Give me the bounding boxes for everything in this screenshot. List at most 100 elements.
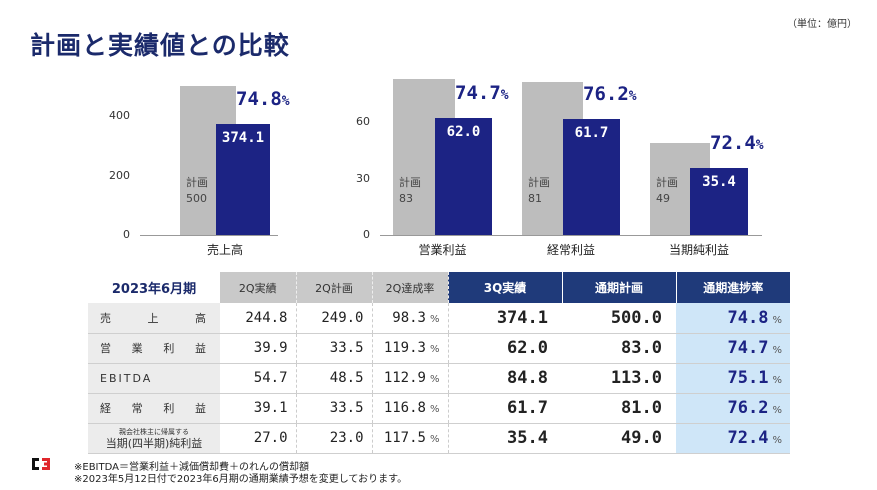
axis-tick: 60 — [356, 115, 370, 128]
rate-unit: % — [628, 88, 637, 104]
cell-fyr: 74.8% — [676, 303, 790, 334]
rate-value: 74.7 — [455, 82, 501, 105]
cell-q2r: 117.5% — [372, 423, 449, 454]
page-title: 計画と実績値との比較 — [30, 31, 290, 60]
column-header: 3Q実績 — [448, 272, 563, 303]
cell-q2a: 39.9 — [220, 333, 297, 364]
category-label: 経常利益 — [546, 243, 595, 257]
value: 76.2 — [727, 398, 769, 418]
axis-tick: 30 — [356, 171, 370, 185]
column-header: 通期進捗率 — [676, 272, 790, 303]
percent-unit: % — [429, 344, 440, 355]
cell-q2r: 98.3% — [372, 303, 449, 334]
table-row: 経常利益 39.1 33.5 116.8% 61.7 81.0 76.2% — [88, 393, 790, 424]
plan-value: 49 — [656, 192, 670, 205]
actual-bar — [563, 118, 620, 235]
value: 74.7 — [727, 338, 769, 358]
actual-value: 61.7 — [574, 124, 609, 141]
rate-unit: % — [500, 88, 509, 104]
cell-fyp: 113.0 — [562, 363, 676, 394]
rate-value: 72.4 — [710, 132, 756, 155]
plan-label: 計画 — [528, 176, 550, 189]
percent-unit: % — [772, 435, 782, 446]
axis-tick: 400 — [109, 109, 130, 122]
percent-unit: % — [772, 405, 782, 416]
percent-unit: % — [772, 375, 782, 386]
column-header: 2Q達成率 — [372, 272, 449, 303]
actual-bar — [435, 118, 492, 235]
results-table: 2023年6月期 2Q実績 2Q計画 2Q達成率 3Q実績 通期計画 通期進捗率 売上高 24… — [88, 272, 790, 454]
cell-q3a: 84.8 — [448, 363, 562, 394]
cell-fyp: 500.0 — [562, 303, 676, 334]
plan-label: 計画 — [186, 176, 208, 189]
row-label: 経常利益 — [88, 393, 220, 424]
row-label-small: 親会社株主に帰属する — [119, 428, 189, 436]
cell-q2a: 54.7 — [220, 363, 297, 394]
cell-q2p: 48.5 — [296, 363, 373, 394]
category-label: 売上高 — [206, 243, 243, 257]
value: 72.4 — [727, 428, 769, 448]
company-logo — [32, 458, 50, 470]
cell-fyp: 81.0 — [562, 393, 676, 424]
plan-value: 81 — [528, 192, 542, 205]
cell-q2a: 39.1 — [220, 393, 297, 424]
value: 117.5 — [383, 430, 426, 446]
plan-value: 83 — [399, 192, 413, 205]
cell-fyp: 83.0 — [562, 333, 676, 364]
axis-baseline — [380, 235, 762, 236]
axis-tick: 0 — [123, 228, 130, 241]
actual-value: 35.4 — [702, 174, 736, 191]
actual-bar — [216, 123, 270, 235]
cell-fyr: 72.4% — [676, 423, 790, 454]
row-label-main: 当期(四半期)純利益 — [105, 437, 203, 450]
actual-value: 62.0 — [446, 124, 481, 141]
cell-q3a: 61.7 — [448, 393, 562, 424]
row-label: 売上高 — [88, 303, 220, 334]
percent-unit: % — [429, 374, 440, 385]
axis-tick: 200 — [109, 168, 130, 182]
plan-value: 500 — [186, 192, 207, 205]
cell-q2p: 33.5 — [296, 393, 373, 424]
cell-q2p: 23.0 — [296, 423, 373, 454]
column-header: 通期計画 — [562, 272, 677, 303]
cell-q3a: 374.1 — [448, 303, 562, 334]
cell-fyr: 74.7% — [676, 333, 790, 364]
cell-q2a: 27.0 — [220, 423, 297, 454]
cell-q2r: 119.3% — [372, 333, 449, 364]
row-label: EBITDA — [88, 363, 220, 394]
column-header: 2Q実績 — [220, 272, 297, 303]
achievement-rate: 74.7% — [455, 82, 509, 104]
rate-unit: % — [281, 93, 290, 109]
category-label: 営業利益 — [418, 243, 467, 257]
achievement-rate: 72.4% — [710, 132, 764, 154]
table-row: 売上高 244.8 249.0 98.3% 374.1 500.0 74.8% — [88, 303, 790, 334]
cell-q2a: 244.8 — [220, 303, 297, 334]
plan-label: 計画 — [656, 176, 678, 189]
row-label: 親会社株主に帰属する 当期(四半期)純利益 — [88, 423, 220, 454]
cell-fyp: 49.0 — [562, 423, 676, 454]
value: 74.8 — [727, 307, 769, 328]
achievement-rate: 74.8% — [236, 88, 290, 110]
achievement-rate: 76.2% — [583, 83, 637, 105]
axis-tick: 0 — [363, 228, 370, 241]
rate-value: 74.8 — [236, 87, 282, 110]
percent-unit: % — [772, 345, 782, 356]
value: 112.9 — [383, 370, 426, 386]
percent-unit: % — [772, 314, 782, 326]
value: 116.8 — [383, 400, 426, 416]
axis-baseline — [140, 235, 278, 236]
table-row: EBITDA 54.7 48.5 112.9% 84.8 113.0 75.1% — [88, 363, 790, 394]
value: 98.3 — [392, 309, 426, 326]
cell-q2r: 116.8% — [372, 393, 449, 424]
percent-unit: % — [429, 434, 440, 445]
rate-value: 76.2 — [583, 82, 629, 105]
row-label: 営業利益 — [88, 333, 220, 364]
plan-label: 計画 — [399, 176, 421, 189]
percent-unit: % — [429, 404, 440, 415]
value: 75.1 — [727, 368, 769, 388]
cell-q2r: 112.9% — [372, 363, 449, 394]
actual-bar — [690, 168, 748, 235]
column-header: 2023年6月期 — [88, 272, 220, 303]
cell-fyr: 75.1% — [676, 363, 790, 394]
column-header: 2Q計画 — [296, 272, 373, 303]
